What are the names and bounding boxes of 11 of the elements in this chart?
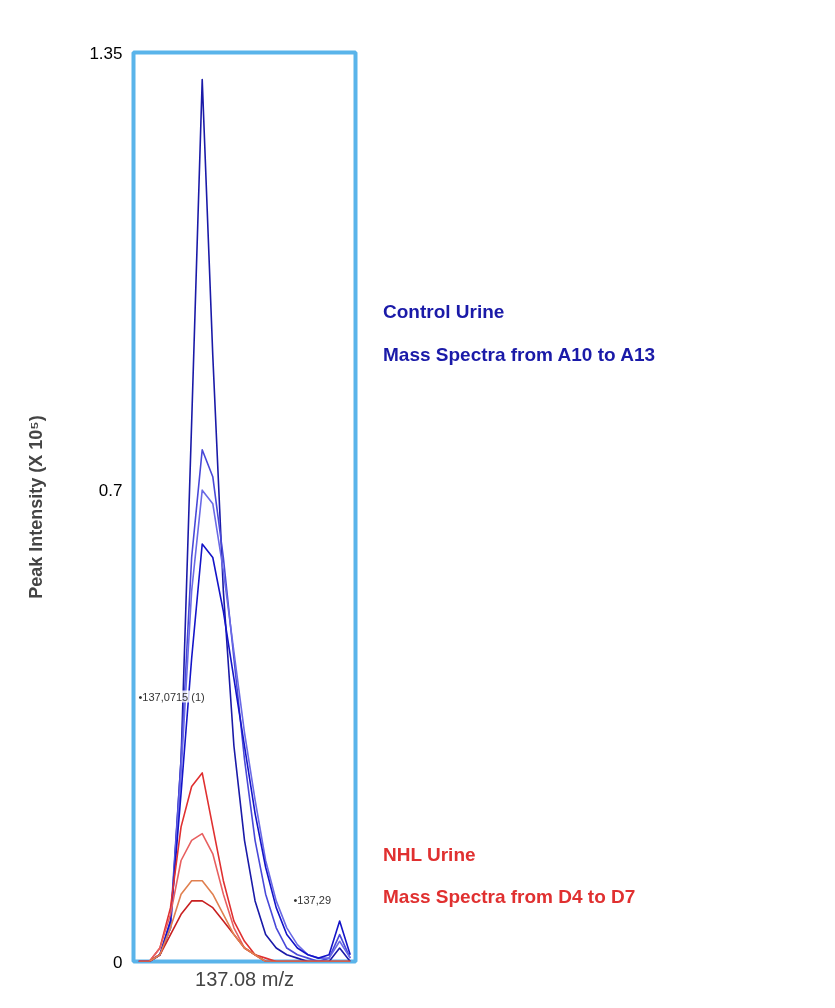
y-tick-label: 1.35	[89, 43, 123, 63]
annotation: •137,0715 (1)	[138, 690, 205, 703]
text: NHL Urine	[383, 843, 476, 867]
text: Mass Spectra from A10 to A13	[383, 343, 656, 367]
x-axis-title: 137.08 m/z	[195, 967, 294, 990]
text: Control Urine	[383, 300, 505, 324]
text: Mass Spectra from D4 to D7	[383, 885, 636, 909]
y-axis-title: Peak Intensity (X 10⁵)	[26, 415, 47, 599]
annotation: •137,29	[293, 893, 331, 906]
y-tick-label: 0.7	[98, 481, 123, 501]
y-tick-label: 0	[113, 952, 123, 972]
